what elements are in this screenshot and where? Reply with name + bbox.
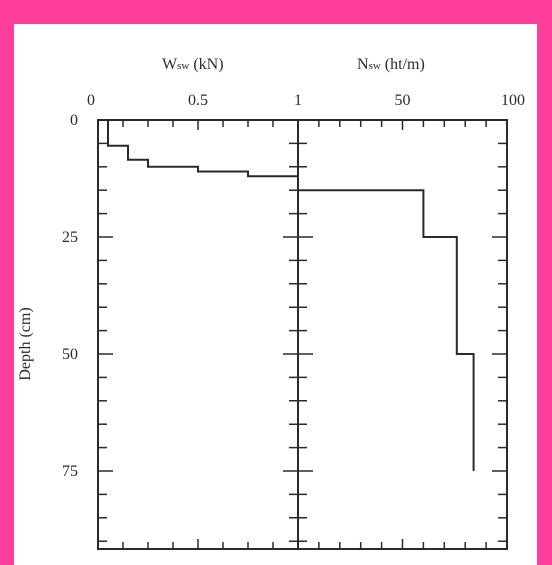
wsw-tick-label: 0 (87, 92, 95, 109)
depth-axis-title: Depth (cm) (17, 307, 34, 380)
wsw-axis-title: Wsw (kN) (162, 56, 224, 73)
nsw-tick-label: 100 (501, 92, 525, 109)
tick-marks (98, 120, 507, 549)
series-lines (107, 120, 475, 471)
nsw-axis-title: Nsw (ht/m) (357, 56, 425, 73)
depth-tick-label: 25 (62, 229, 78, 246)
wsw-step-line (107, 120, 299, 191)
wsw-tick-label: 1 (294, 92, 302, 109)
plot-box (97, 119, 508, 550)
tick-labels: 0 0.5 1 50 100 0 25 50 75 (62, 92, 525, 480)
figure-panel: 0 0.5 1 50 100 0 25 50 75 Wsw (kN) Nsw (ht/m) De… (14, 24, 537, 565)
plot-frame (97, 119, 508, 550)
depth-tick-label: 75 (62, 463, 78, 480)
wsw-tick-label: 0.5 (188, 92, 208, 109)
nsw-tick-label: 50 (395, 92, 411, 109)
depth-tick-label: 50 (62, 346, 78, 363)
nsw-step-line (298, 189, 475, 471)
depth-tick-label: 0 (70, 112, 78, 129)
depth-profile-chart: 0 0.5 1 50 100 0 25 50 75 Wsw (kN) Nsw (ht/m) De… (17, 56, 525, 550)
